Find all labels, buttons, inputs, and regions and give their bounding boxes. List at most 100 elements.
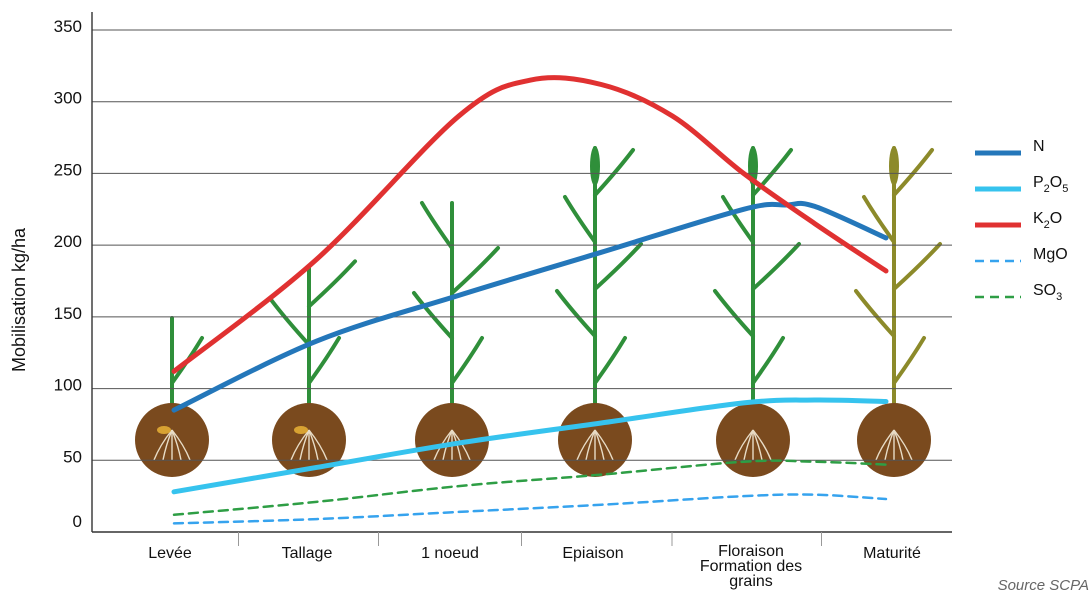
x-category-line: grains xyxy=(729,573,773,590)
legend-label-sub: 3 xyxy=(1056,291,1062,303)
plant-leaf xyxy=(269,297,311,347)
plant-leaf xyxy=(307,336,341,385)
legend-label: SO3 xyxy=(1033,282,1062,303)
plant-root xyxy=(884,429,895,461)
x-category-label: Floraison Formation des grains xyxy=(700,543,802,590)
legend-label-main: P xyxy=(1033,174,1044,191)
series-line-mgo xyxy=(172,493,888,525)
plant-leaf xyxy=(420,201,454,250)
x-category-label: Tallage xyxy=(282,545,333,562)
x-category-label: Maturité xyxy=(863,545,921,562)
plant-leaf xyxy=(892,148,934,197)
legend-label-sub: 2 xyxy=(1044,219,1050,231)
legend-label: P2O5 xyxy=(1033,174,1068,195)
plant-leaf xyxy=(450,246,500,295)
seed xyxy=(294,426,308,434)
plant-leaf xyxy=(593,148,635,197)
gridlines xyxy=(92,29,952,461)
legend-label-sub: 2 xyxy=(1044,183,1050,195)
series-lines xyxy=(171,75,889,525)
plant-leaf xyxy=(713,289,755,338)
y-tick-label: 100 xyxy=(54,376,82,395)
plant-illustration xyxy=(135,316,209,477)
y-tick-label: 150 xyxy=(54,304,82,323)
plant-root xyxy=(290,429,310,461)
seed xyxy=(157,426,171,434)
legend-label-mid: O xyxy=(1050,210,1062,227)
plant-leaf xyxy=(751,336,785,385)
plant-leaf xyxy=(450,336,484,385)
series-line-p2o5 xyxy=(171,397,889,495)
plant-leaf xyxy=(854,289,896,338)
x-category-label: Epiaison xyxy=(562,545,623,562)
source-note: Source SCPA xyxy=(998,577,1089,594)
legend-label-main: N xyxy=(1033,138,1045,155)
plant-root xyxy=(893,429,904,461)
plant-root xyxy=(171,429,182,461)
plant-leaf xyxy=(721,195,755,244)
x-category-line: Formation des xyxy=(700,558,802,575)
series-line-k2o xyxy=(171,75,889,374)
legend-label-main: K xyxy=(1033,210,1044,227)
y-tick-label: 200 xyxy=(54,232,82,251)
plant-root xyxy=(594,429,605,461)
y-tick-label: 50 xyxy=(63,447,82,466)
legend-label-sub: 5 xyxy=(1062,183,1068,195)
plant-root xyxy=(576,429,596,461)
legend-label-mid: O xyxy=(1050,174,1062,191)
plant-illustration xyxy=(713,146,801,477)
y-tick-label: 350 xyxy=(54,17,82,36)
series-line-n xyxy=(171,200,889,413)
plant-root xyxy=(734,429,754,461)
plant-root xyxy=(743,429,754,461)
x-category-line: Floraison xyxy=(718,543,784,560)
x-category-labels: Levée Tallage 1 noeud Epiaison Floraison Form… xyxy=(148,543,921,590)
legend-label-main: SO xyxy=(1033,282,1056,299)
plant-leaf xyxy=(555,289,597,338)
plant-root xyxy=(893,429,913,461)
plant-leaf xyxy=(412,291,454,340)
plant-leaf xyxy=(862,195,896,244)
y-tick-label: 0 xyxy=(73,512,82,531)
plant-ear xyxy=(590,146,600,186)
plant-root xyxy=(752,429,772,461)
plant-leaf xyxy=(751,148,793,197)
plant-illustration xyxy=(854,146,942,477)
plant-ear xyxy=(889,146,899,186)
plant-root xyxy=(594,429,614,461)
plant-leaf xyxy=(751,242,801,291)
y-tick-label: 250 xyxy=(54,160,82,179)
plant-leaf xyxy=(892,242,942,291)
y-tick-labels: 0 50 100 150 200 250 300 350 xyxy=(54,17,82,531)
legend-label-main: MgO xyxy=(1033,246,1068,263)
y-tick-label: 300 xyxy=(54,89,82,108)
series-line-so3 xyxy=(172,459,888,517)
plant-root xyxy=(875,429,895,461)
y-axis-label: Mobilisation kg/ha xyxy=(9,227,29,372)
legend-label: MgO xyxy=(1033,246,1068,263)
plant-root xyxy=(162,429,173,461)
plant-root xyxy=(171,429,191,461)
axes xyxy=(91,12,952,546)
plant-leaf xyxy=(593,336,627,385)
x-category-label: 1 noeud xyxy=(421,545,479,562)
plant-illustration xyxy=(269,259,357,477)
plant-leaf xyxy=(593,242,643,291)
plant-root xyxy=(153,429,173,461)
plant-root xyxy=(752,429,763,461)
plant-leaf xyxy=(892,336,926,385)
plant-illustrations xyxy=(135,146,942,477)
plant-root xyxy=(299,429,310,461)
plant-root xyxy=(585,429,596,461)
plant-leaf xyxy=(563,195,597,244)
plant-root xyxy=(308,429,319,461)
plant-root xyxy=(308,429,328,461)
plant-leaf xyxy=(307,259,357,309)
legend-label: N xyxy=(1033,138,1045,155)
plant-illustration xyxy=(412,201,500,477)
x-category-label: Levée xyxy=(148,545,192,562)
legend-label: K2O xyxy=(1033,210,1062,231)
